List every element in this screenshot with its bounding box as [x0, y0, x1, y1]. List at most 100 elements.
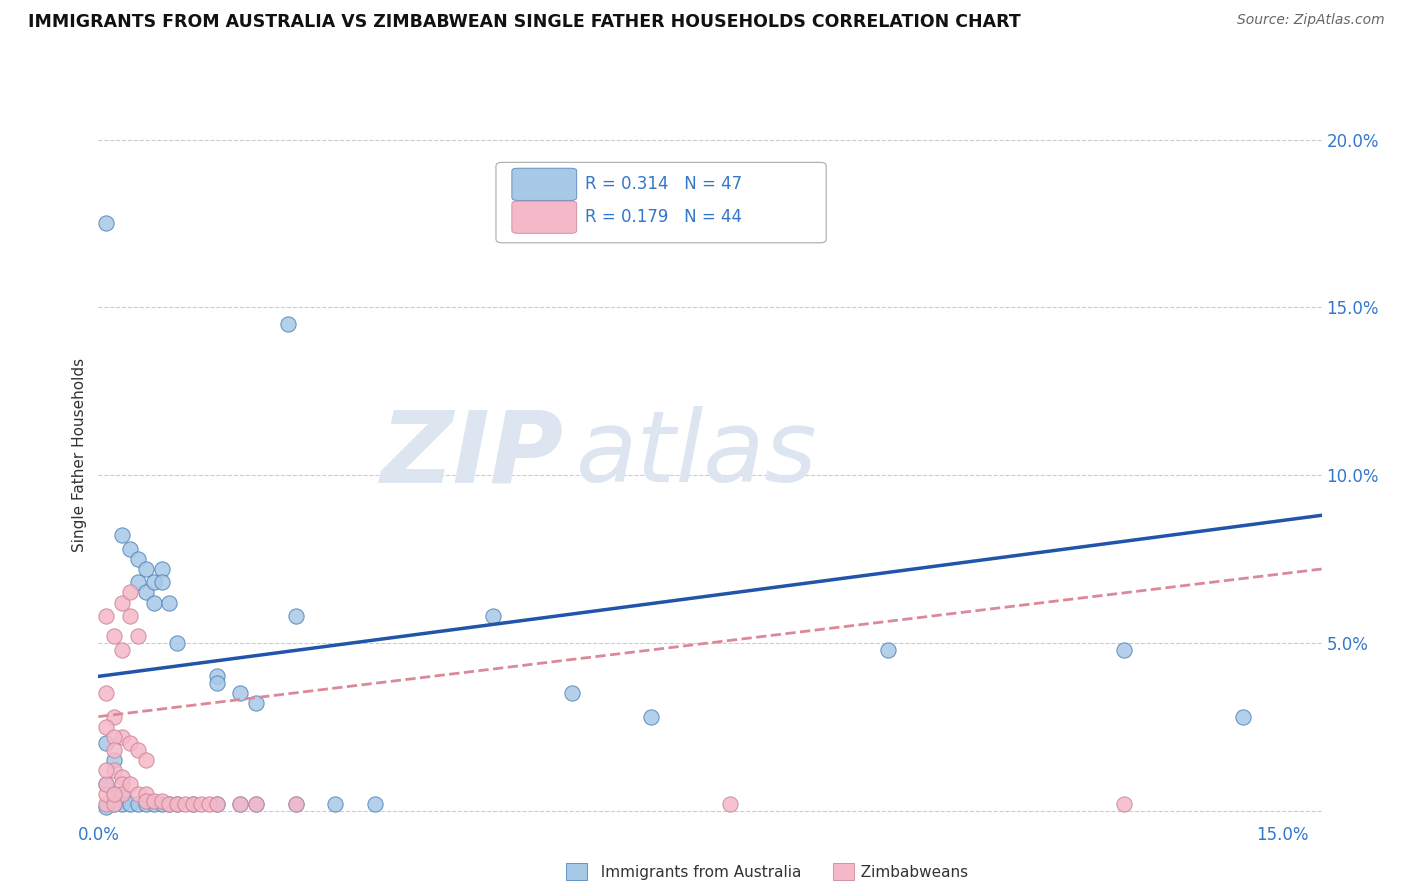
Point — [284, 797, 307, 811]
FancyBboxPatch shape — [496, 162, 827, 243]
Point — [166, 797, 188, 811]
Point — [103, 787, 125, 801]
Point — [876, 642, 898, 657]
Point — [127, 629, 149, 643]
Point — [118, 585, 141, 599]
Point — [166, 797, 188, 811]
Point — [103, 787, 125, 801]
Text: R = 0.179   N = 44: R = 0.179 N = 44 — [585, 208, 742, 227]
Point — [111, 730, 134, 744]
Text: IMMIGRANTS FROM AUSTRALIA VS ZIMBABWEAN SINGLE FATHER HOUSEHOLDS CORRELATION CHA: IMMIGRANTS FROM AUSTRALIA VS ZIMBABWEAN … — [28, 13, 1021, 31]
Point — [111, 787, 134, 801]
Point — [111, 642, 134, 657]
Point — [245, 696, 267, 710]
Text: Immigrants from Australia: Immigrants from Australia — [591, 865, 801, 880]
Point — [103, 753, 125, 767]
Point — [135, 562, 157, 576]
Point — [142, 596, 165, 610]
Point — [174, 797, 197, 811]
Text: atlas: atlas — [575, 407, 817, 503]
Point — [96, 216, 118, 230]
Point — [135, 797, 157, 811]
Text: R = 0.314   N = 47: R = 0.314 N = 47 — [585, 176, 742, 194]
Point — [127, 575, 149, 590]
Point — [135, 585, 157, 599]
Point — [111, 790, 134, 805]
Point — [118, 777, 141, 791]
Point — [127, 797, 149, 811]
Point — [96, 764, 118, 778]
FancyBboxPatch shape — [512, 169, 576, 201]
Point — [245, 797, 267, 811]
Point — [159, 797, 181, 811]
Y-axis label: Single Father Households: Single Father Households — [72, 358, 87, 552]
Point — [111, 528, 134, 542]
Text: ZIP: ZIP — [380, 407, 564, 503]
Point — [150, 793, 173, 807]
Point — [96, 777, 118, 791]
Point — [277, 317, 299, 331]
Point — [96, 720, 118, 734]
Point — [135, 787, 157, 801]
Point — [96, 797, 118, 811]
Point — [111, 770, 134, 784]
Point — [150, 797, 173, 811]
Point — [159, 797, 181, 811]
Point — [118, 541, 141, 556]
Point — [142, 797, 165, 811]
Point — [103, 797, 125, 811]
Point — [205, 669, 228, 683]
Point — [1114, 797, 1136, 811]
Point — [1114, 642, 1136, 657]
Point — [229, 797, 252, 811]
Point — [205, 676, 228, 690]
Point — [150, 562, 173, 576]
Point — [96, 800, 118, 814]
Point — [284, 609, 307, 624]
Point — [142, 575, 165, 590]
Point — [205, 797, 228, 811]
Point — [118, 797, 141, 811]
Point — [245, 797, 267, 811]
Point — [284, 797, 307, 811]
Point — [482, 609, 505, 624]
Point — [135, 753, 157, 767]
Point — [103, 743, 125, 757]
Point — [640, 709, 662, 723]
Point — [150, 575, 173, 590]
Point — [135, 793, 157, 807]
Point — [111, 797, 134, 811]
Point — [127, 743, 149, 757]
Point — [142, 793, 165, 807]
Point — [103, 629, 125, 643]
Point — [159, 596, 181, 610]
Point — [166, 636, 188, 650]
Point — [103, 797, 125, 811]
Point — [205, 797, 228, 811]
Text: Zimbabweans: Zimbabweans — [851, 865, 967, 880]
Point — [96, 686, 118, 700]
Point — [323, 797, 346, 811]
Text: Source: ZipAtlas.com: Source: ZipAtlas.com — [1237, 13, 1385, 28]
Point — [561, 686, 583, 700]
Point — [96, 609, 118, 624]
Point — [103, 709, 125, 723]
Point — [190, 797, 212, 811]
Point — [103, 764, 125, 778]
Point — [363, 797, 385, 811]
Point — [127, 787, 149, 801]
Point — [127, 552, 149, 566]
Point — [229, 797, 252, 811]
Point — [229, 686, 252, 700]
Point — [111, 596, 134, 610]
Point — [181, 797, 204, 811]
Point — [111, 777, 134, 791]
Point — [96, 777, 118, 791]
Point — [198, 797, 221, 811]
Point — [96, 787, 118, 801]
Point — [1232, 709, 1254, 723]
Point — [103, 730, 125, 744]
Point — [181, 797, 204, 811]
FancyBboxPatch shape — [512, 201, 576, 234]
Point — [118, 736, 141, 750]
